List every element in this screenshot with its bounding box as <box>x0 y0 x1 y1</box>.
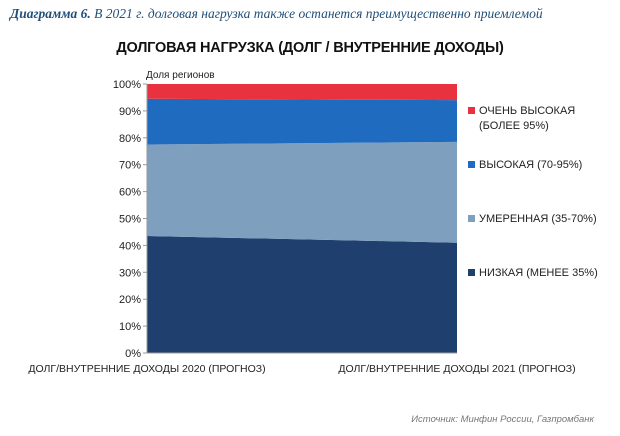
legend-swatch <box>468 161 475 168</box>
legend-label: ВЫСОКАЯ (70-95%) <box>479 159 583 171</box>
x-category-label: ДОЛГ/ВНУТРЕННИЕ ДОХОДЫ 2021 (ПРОГНОЗ) <box>338 363 575 375</box>
y-tick-label: 0% <box>125 348 141 360</box>
legend-swatch <box>468 107 475 114</box>
caption-text: В 2021 г. долговая нагрузка также остане… <box>94 6 543 21</box>
x-category-label: ДОЛГ/ВНУТРЕННИЕ ДОХОДЫ 2020 (ПРОГНОЗ) <box>28 363 265 375</box>
y-tick-label: 40% <box>119 240 141 252</box>
area-series-3 <box>147 98 457 145</box>
legend-label: ОЧЕНЬ ВЫСОКАЯ (БОЛЕЕ 95%) <box>479 105 576 132</box>
y-tick-label: 30% <box>119 267 141 279</box>
y-tick-label: 50% <box>119 214 141 226</box>
y-tick-label: 100% <box>113 79 141 91</box>
caption-label: Диаграмма 6. <box>10 6 91 21</box>
area-series-2 <box>147 141 457 243</box>
figure-caption: Диаграмма 6. В 2021 г. долговая нагрузка… <box>10 6 610 21</box>
legend-swatch <box>468 269 475 276</box>
y-tick-label: 90% <box>119 106 141 118</box>
y-tick-label: 60% <box>119 187 141 199</box>
area-series-1 <box>147 235 457 353</box>
y-tick-label: 10% <box>119 321 141 333</box>
area-series-4 <box>147 84 457 101</box>
y-tick-label: 80% <box>119 133 141 145</box>
legend-swatch <box>468 215 475 222</box>
chart-title: ДОЛГОВАЯ НАГРУЗКА (ДОЛГ / ВНУТРЕННИЕ ДОХ… <box>116 40 504 56</box>
y-axis-label: Доля регионов <box>146 70 215 81</box>
y-tick-label: 20% <box>119 294 141 306</box>
y-tick-label: 70% <box>119 160 141 172</box>
legend-label: УМЕРЕННАЯ (35-70%) <box>479 213 597 225</box>
legend-label: НИЗКАЯ (МЕНЕЕ 35%) <box>479 267 598 279</box>
source-note: Источник: Минфин России, Газпромбанк <box>411 414 594 425</box>
